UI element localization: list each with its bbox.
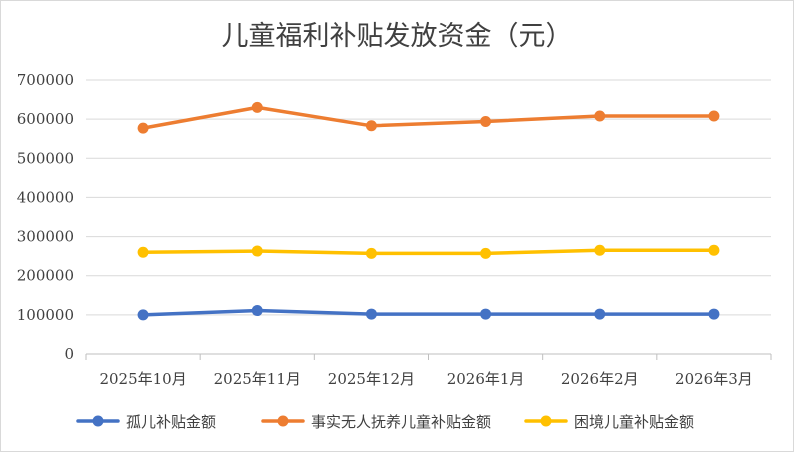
data-point [251,305,263,317]
data-point [137,309,149,321]
legend-item: 事实无人抚养儿童补贴金额 [261,413,491,431]
y-axis-ticks: 0 100000 200000 300000 400000 500000 600000 700… [17,71,74,363]
data-point [708,244,720,256]
legend-swatch-marker [540,415,552,427]
series-line [141,248,716,256]
x-tick-label: 2026年3月 [675,370,753,388]
legend-label: 困境儿童补贴金额 [574,413,694,431]
y-tick-label: 0 [64,345,74,363]
series-2 [137,101,720,134]
legend-swatch-marker [92,415,104,427]
legend: 孤儿补贴金额 事实无人抚养儿童补贴金额 困境儿童补贴金额 [76,413,694,431]
series-3 [137,244,720,259]
data-point [365,120,377,132]
x-tick-label: 2025年10月 [99,370,186,388]
y-tick-label: 100000 [17,306,74,324]
y-tick-label: 400000 [17,188,74,206]
chart-title: 儿童福利补贴发放资金（元） [222,21,573,52]
series-group [137,101,720,321]
y-tick-label: 600000 [17,110,74,128]
legend-label: 事实无人抚养儿童补贴金额 [311,413,491,431]
data-point [480,115,492,127]
data-point [365,247,377,259]
data-point [480,308,492,320]
series-1 [137,305,720,321]
series-line [141,105,716,130]
data-point [594,110,606,122]
data-point [251,101,263,113]
legend-label: 孤儿补贴金额 [126,413,216,431]
x-tick-label: 2025年12月 [328,370,415,388]
data-point [708,110,720,122]
data-point [137,246,149,258]
data-point [365,308,377,320]
series-line [141,308,716,317]
data-point [480,247,492,259]
legend-item: 困境儿童补贴金额 [524,413,694,431]
x-tick-label: 2026年1月 [447,370,525,388]
data-point [708,308,720,320]
data-point [594,308,606,320]
legend-swatch-marker [277,415,289,427]
x-tick-label: 2026年2月 [561,370,639,388]
x-axis: 2025年10月 2025年11月 2025年12月 2026年1月 2026年2月 20… [85,354,772,388]
y-tick-label: 200000 [17,267,74,285]
legend-item: 孤儿补贴金额 [76,413,216,431]
y-tick-label: 500000 [17,149,74,167]
data-point [137,122,149,134]
data-point [251,245,263,257]
y-tick-label: 300000 [17,228,74,246]
data-point [594,244,606,256]
x-tick-label: 2025年11月 [214,370,301,388]
y-tick-label: 700000 [17,71,74,89]
